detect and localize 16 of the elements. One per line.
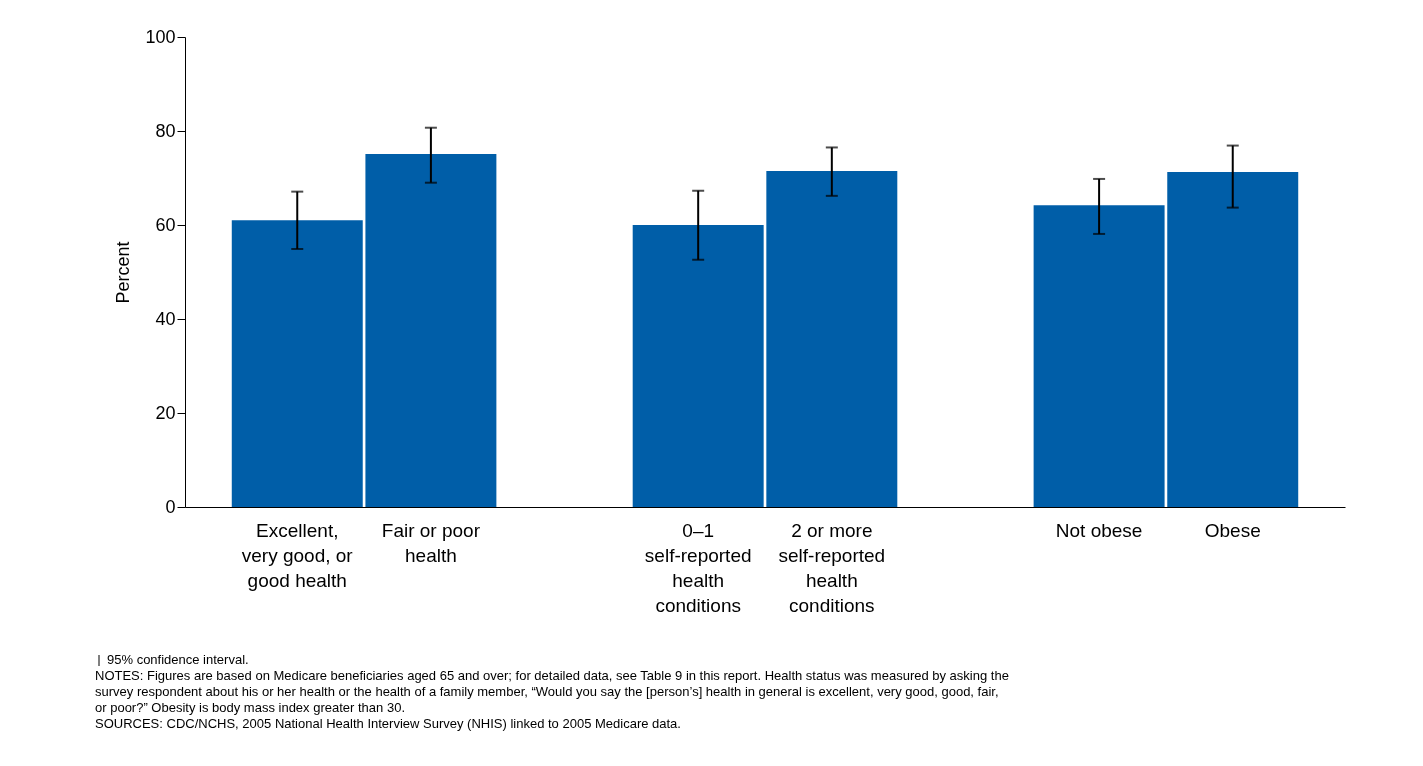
- x-tick-label: Not obese: [1055, 519, 1143, 541]
- y-axis-title: Percent: [113, 241, 134, 304]
- y-tick-label: 60: [155, 214, 176, 235]
- text: NOTES: Figures are based on Medicare beneficiaries aged 65 and over; for detailed data, see Table 9 in this report. Health status was measured by asking the survey respondent about his or her health or the health of a family member, “Would you say the [person’s] health in general is excellent, very good, good, fair, or poor?” Obesity is body mass index greater than 30.: [95, 668, 1009, 715]
- y-tick-label: 80: [155, 120, 176, 141]
- x-tick-label: Fair or poor health: [381, 519, 481, 566]
- x-tick-label: 0–1 self-reported health conditions: [644, 519, 752, 616]
- y-tick-label: 0: [165, 496, 176, 517]
- text: 95% confidence interval.: [107, 652, 249, 667]
- y-tick-label: 20: [155, 402, 176, 423]
- x-tick-label: Obese: [1204, 519, 1261, 541]
- x-tick-label: Excellent, very good, or good health: [241, 519, 354, 591]
- y-tick-label: 40: [155, 308, 176, 329]
- x-tick-label: 2 or more self-reported health conditions: [778, 519, 886, 616]
- y-tick-label: 100: [145, 26, 176, 47]
- source-note: SOURCES: CDC/NCHS, 2005 National Health Interview Survey (NHIS) linked to 2005 Medicare data.: [95, 716, 681, 731]
